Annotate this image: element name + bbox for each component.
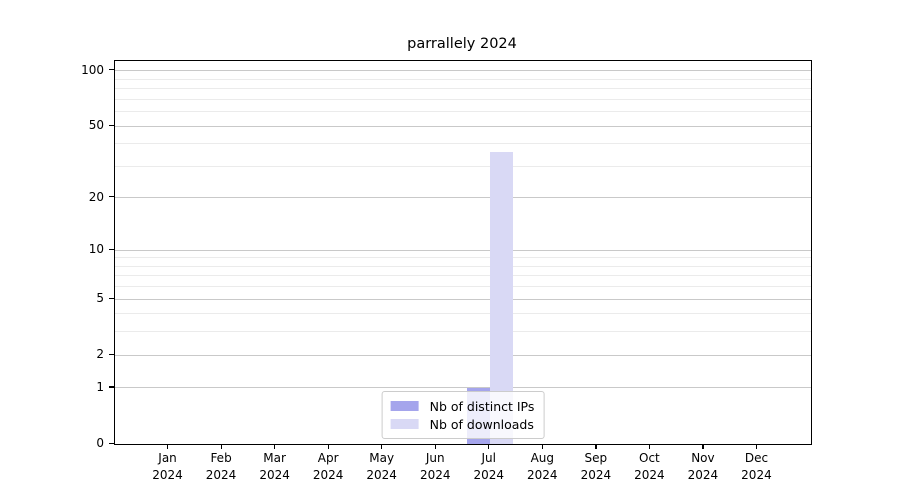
x-axis-tick <box>220 444 222 449</box>
x-axis-label: Jan 2024 <box>136 450 200 483</box>
x-axis-tick <box>488 444 490 449</box>
x-axis-label-year: 2024 <box>741 467 772 482</box>
x-axis-tick <box>381 444 383 449</box>
x-axis-label: Mar 2024 <box>243 450 307 483</box>
gridline-minor <box>115 78 811 80</box>
y-axis-tick <box>109 196 114 198</box>
gridline-major <box>115 298 811 300</box>
y-axis-label: 50 <box>88 118 104 133</box>
y-axis-label: 0 <box>96 436 104 450</box>
x-axis-label-month: Oct <box>639 451 660 465</box>
x-axis-tick <box>595 444 597 449</box>
gridline-major <box>115 387 811 389</box>
y-axis-tick <box>109 297 114 299</box>
plot-area: Nb of distinct IPs Nb of downloads <box>114 60 812 445</box>
y-axis-tick <box>109 69 114 71</box>
legend-swatch-downloads <box>390 419 419 429</box>
x-axis-label-year: 2024 <box>527 467 558 482</box>
gridline-major <box>115 354 811 356</box>
x-axis-tick <box>648 444 651 449</box>
x-axis-label: Feb 2024 <box>189 450 253 483</box>
x-axis-label: Jul 2024 <box>457 450 521 483</box>
x-axis-tick <box>755 444 758 449</box>
x-axis-tick <box>274 444 276 449</box>
x-axis-label-month: Aug <box>530 451 555 465</box>
x-axis-label-month: May <box>369 451 395 465</box>
x-axis-label-month: Apr <box>317 451 339 465</box>
x-axis-tick <box>702 444 704 449</box>
x-axis-tick <box>434 444 436 449</box>
x-axis-label-year: 2024 <box>312 467 344 482</box>
x-axis-label: May 2024 <box>350 450 414 483</box>
y-axis-tick <box>109 386 114 388</box>
gridline-minor <box>115 265 811 267</box>
x-axis-tick <box>167 444 169 449</box>
y-axis-tick <box>109 442 114 444</box>
gridline-minor <box>115 275 811 277</box>
x-axis-label-year: 2024 <box>205 467 237 482</box>
x-axis-label: Dec 2024 <box>724 450 788 483</box>
x-axis-label-year: 2024 <box>259 467 290 482</box>
gridline-minor <box>115 313 811 315</box>
legend-item-downloads: Nb of downloads <box>390 415 535 433</box>
y-axis-label: 5 <box>96 291 104 306</box>
x-axis-label: Nov 2024 <box>671 450 735 483</box>
gridline-minor <box>115 165 811 167</box>
gridline-minor <box>115 143 811 145</box>
chart-title: parrallely 2024 <box>407 36 517 52</box>
gridline-minor <box>115 257 811 259</box>
x-axis-label-month: Jul <box>481 451 496 465</box>
x-axis-label-year: 2024 <box>419 467 451 482</box>
x-axis-label: Oct 2024 <box>617 450 681 483</box>
x-axis-label: Apr 2024 <box>296 450 360 483</box>
x-axis-label: Jun 2024 <box>403 450 467 483</box>
legend-swatch-distinct-ips <box>390 401 419 411</box>
y-axis-tick <box>109 124 114 126</box>
y-axis-tick <box>109 248 114 250</box>
gridline-minor <box>115 98 811 100</box>
x-axis-label-month: Sep <box>584 451 608 465</box>
x-axis-label-year: 2024 <box>473 467 505 482</box>
x-axis-label-month: Nov <box>691 451 715 465</box>
x-axis-label: Sep 2024 <box>564 450 628 483</box>
x-axis-label-year: 2024 <box>366 467 397 482</box>
gridline-minor <box>115 286 811 288</box>
y-axis-label: 1 <box>96 379 104 394</box>
gridline-major <box>115 125 811 127</box>
y-axis-label: 20 <box>88 189 104 204</box>
x-axis-tick <box>541 444 543 449</box>
legend-label-distinct-ips: Nb of distinct IPs <box>429 398 535 414</box>
y-axis-label: 2 <box>96 347 104 362</box>
x-axis-label-year: 2024 <box>580 467 612 482</box>
x-axis-label-month: Feb <box>210 451 232 465</box>
y-axis-label: 100 <box>81 62 104 77</box>
gridline-major <box>115 249 811 251</box>
gridline-minor <box>115 111 811 113</box>
y-axis-label: 10 <box>88 242 104 257</box>
gridline-minor <box>115 88 811 90</box>
x-axis-label-year: 2024 <box>152 467 183 482</box>
x-axis-label-month: Jan <box>158 451 177 465</box>
legend: Nb of distinct IPs Nb of downloads <box>381 391 545 439</box>
x-axis-tick <box>327 444 329 449</box>
x-axis-label: Aug 2024 <box>510 450 574 483</box>
gridline-major <box>115 70 811 72</box>
x-axis-label-month: Dec <box>744 451 769 465</box>
legend-item-distinct-ips: Nb of distinct IPs <box>390 397 535 415</box>
x-axis-label-month: Jun <box>425 451 445 465</box>
y-axis-tick <box>109 353 114 355</box>
x-axis-label-month: Mar <box>263 451 286 465</box>
legend-label-downloads: Nb of downloads <box>429 416 534 432</box>
x-axis-label-year: 2024 <box>687 467 719 482</box>
gridline-minor <box>115 331 811 333</box>
gridline-major <box>115 197 811 199</box>
bar-downloads <box>489 151 513 444</box>
x-axis-label-year: 2024 <box>634 467 665 482</box>
